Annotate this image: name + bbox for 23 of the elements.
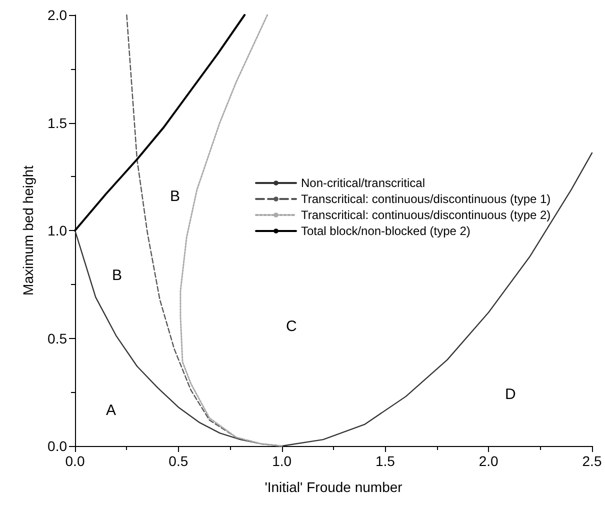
legend-label: Transcritical: continuous/discontinuous (type 1) (301, 192, 551, 206)
x-tick-label: 2.0 (478, 453, 499, 469)
annotation: C (286, 318, 297, 335)
y-tick-label: 2.0 (48, 7, 68, 23)
legend-label: Transcritical: continuous/discontinuous (type 2) (301, 208, 551, 222)
y-axis-title: Maximum bed height (20, 165, 36, 296)
legend-label: Non-critical/transcritical (301, 176, 426, 190)
annotation: D (505, 386, 516, 403)
y-tick-label: 0.5 (48, 330, 68, 346)
x-tick-label: 2.5 (582, 453, 602, 469)
x-axis-title: 'Initial' Froude number (264, 479, 403, 495)
y-tick-label: 1.5 (48, 114, 68, 131)
x-tick-label: 0.5 (168, 453, 188, 469)
y-tick-label: 1.0 (48, 222, 68, 238)
y-tick-label: 0.0 (48, 438, 68, 454)
annotation: A (106, 402, 116, 419)
legend-label: Total block/non-blocked (type 2) (301, 224, 470, 238)
x-tick-label: 0.0 (65, 453, 85, 469)
line-series (180, 14, 283, 447)
x-tick-label: 1.5 (375, 453, 396, 469)
x-tick-label: 1.0 (272, 453, 292, 469)
annotation: B (112, 267, 122, 284)
annotation: B (170, 188, 180, 205)
